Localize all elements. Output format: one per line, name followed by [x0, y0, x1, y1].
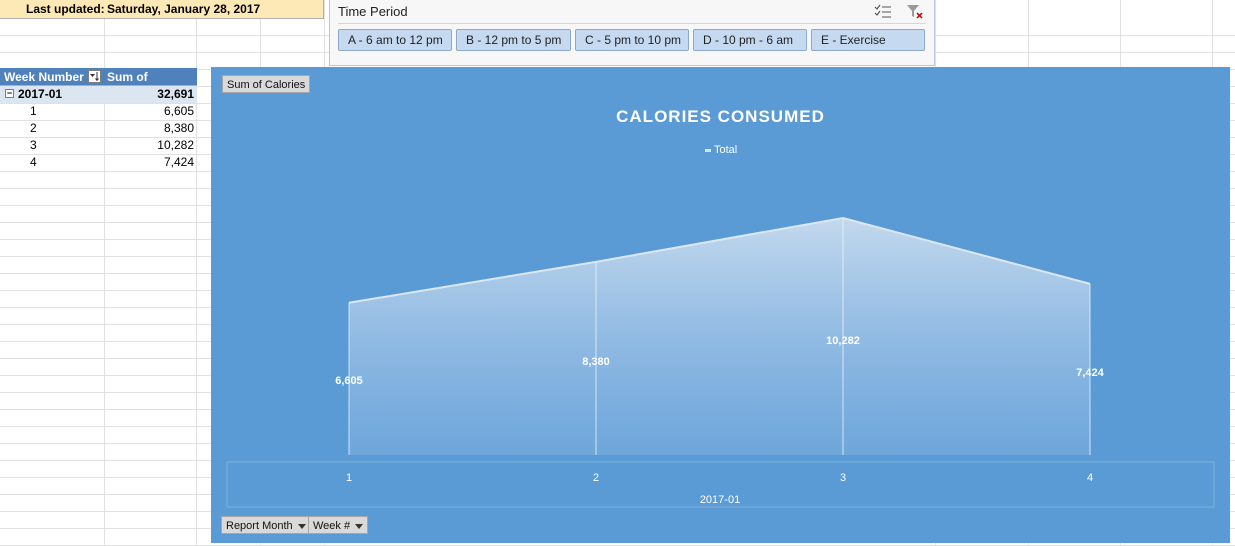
area-series-top-line	[348, 216, 1091, 304]
report-month-label: Report Month	[226, 520, 293, 532]
chart-title: CALORIES CONSUMED	[616, 107, 825, 126]
last-updated-cell[interactable]: Last updated: Saturday, January 28, 2017	[0, 0, 324, 19]
last-updated-label: Last updated:	[26, 2, 105, 16]
collapse-icon[interactable]: −	[5, 88, 14, 98]
pivot-row-value: 10,282	[157, 138, 194, 152]
filter-sort-icon[interactable]	[88, 70, 101, 83]
pivot-row-key: 4	[30, 155, 37, 169]
pivot-col-week-number[interactable]: Week Number	[4, 70, 84, 84]
pivot-row-key: 2	[30, 121, 37, 135]
week-field-button[interactable]: Week #	[308, 516, 369, 534]
data-label: 10,282	[826, 335, 860, 347]
slicer-divider	[338, 23, 926, 24]
slicer-item-c[interactable]: C - 5 pm to 10 pm	[575, 29, 689, 51]
pivot-row-value: 7,424	[163, 155, 194, 169]
slicer-item-d[interactable]: D - 10 pm - 6 am	[693, 29, 807, 51]
dropdown-arrow-icon	[90, 72, 99, 82]
slicer-item-e[interactable]: E - Exercise	[811, 29, 925, 51]
pivot-group-value: 32,691	[157, 87, 194, 101]
pivot-row[interactable]: 2 8,380	[0, 120, 197, 137]
pivot-row[interactable]: 3 10,282	[0, 137, 197, 154]
x-tick-label: 3	[840, 472, 846, 484]
dropdown-arrow-icon	[355, 523, 364, 529]
data-label: 8,380	[582, 356, 610, 368]
pivot-row[interactable]: 1 6,605	[0, 103, 197, 120]
pivot-group-label: 2017-01	[18, 87, 63, 101]
slicer-title: Time Period	[338, 4, 408, 19]
pivot-row[interactable]: 4 7,424	[0, 154, 197, 171]
last-updated-value: Saturday, January 28, 2017	[107, 2, 261, 16]
clear-filter-icon[interactable]	[906, 4, 924, 20]
report-month-field-button[interactable]: Report Month	[221, 516, 311, 534]
time-period-slicer[interactable]: Time Period A - 6 am to 12 pm B - 12 pm …	[329, 0, 935, 66]
slicer-item-a[interactable]: A - 6 am to 12 pm	[338, 29, 452, 51]
pivot-header: Week Number Sum of Calories	[0, 68, 197, 98]
values-field-button[interactable]: Sum of Calories	[222, 75, 311, 93]
dropdown-arrow-icon	[297, 523, 306, 529]
pivot-group-row[interactable]: − 2017-01 32,691	[0, 85, 197, 103]
x-group-label: 2017-01	[700, 494, 740, 506]
pivot-row-value: 8,380	[163, 121, 194, 135]
pivot-row-key: 3	[30, 138, 37, 152]
x-tick-label: 1	[346, 472, 352, 484]
multi-select-icon[interactable]	[874, 4, 892, 20]
chart-legend: Total	[705, 144, 737, 156]
data-label: 6,605	[335, 375, 363, 387]
week-label: Week #	[313, 520, 351, 532]
pivot-chart[interactable]: 6,605 8,380 10,282 7,424 1 2 3 4 2017-01 Sum of …	[211, 67, 1230, 543]
legend-label: Total	[714, 144, 738, 156]
chart-plot-area: 6,605 8,380 10,282 7,424 1 2 3 4 2017-01	[226, 216, 1215, 508]
pivot-row-key: 1	[30, 104, 37, 118]
x-tick-label: 2	[593, 472, 599, 484]
pivot-row-value: 6,605	[163, 104, 194, 118]
area-series-total	[349, 218, 1090, 455]
category-axis-box	[226, 461, 1215, 508]
legend-swatch	[705, 148, 711, 152]
slicer-item-b[interactable]: B - 12 pm to 5 pm	[456, 29, 571, 51]
data-label: 7,424	[1076, 367, 1104, 379]
x-tick-label: 4	[1087, 472, 1093, 484]
